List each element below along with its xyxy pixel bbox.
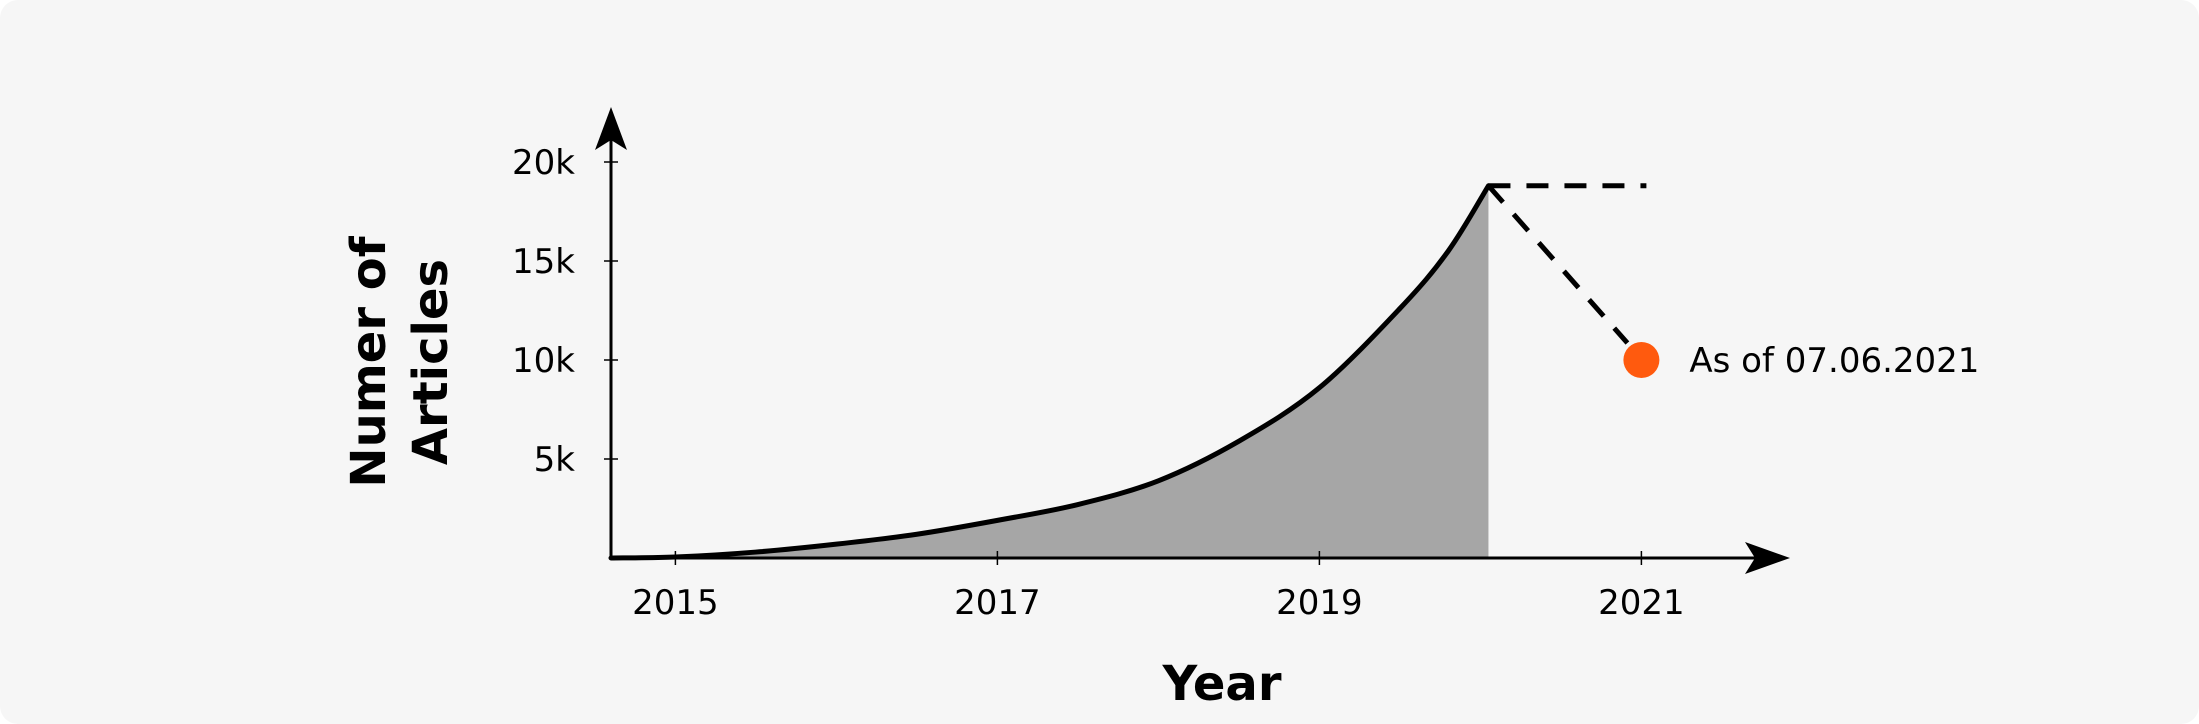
y-tick-label-10k: 10k — [512, 341, 575, 381]
x-axis-arrow — [1745, 542, 1790, 574]
x-tick-label-2015: 2015 — [632, 583, 719, 623]
y-axis-title-line-1: Numer of — [341, 235, 397, 487]
x-tick-label-2017: 2017 — [954, 583, 1041, 623]
y-axis-title-line-2: Articles — [403, 259, 459, 465]
y-tick-label-20k: 20k — [512, 143, 575, 183]
current-value-label: As of 07.06.2021 — [1689, 341, 1979, 381]
decline-dashed-line — [1486, 184, 1630, 345]
y-tick-label-5k: 5k — [534, 440, 576, 480]
current-value-point — [1623, 342, 1660, 378]
series-0-line — [608, 183, 1491, 561]
axis-layer — [595, 107, 1790, 574]
x-tick-label-2021: 2021 — [1598, 583, 1685, 623]
area-layer — [608, 183, 1491, 561]
series-0-area — [611, 185, 1489, 558]
y-axis-title-group: Numer of Articles — [341, 235, 459, 487]
y-tick-label-15k: 15k — [512, 242, 575, 282]
x-tick-label-2019: 2019 — [1276, 583, 1363, 623]
y-axis-arrow — [595, 107, 627, 150]
x-axis-title: Year — [1162, 656, 1282, 712]
projection-layer: As of 07.06.2021 — [1486, 183, 1979, 381]
tick-layer: 2015 2017 2019 2021 5k 10k 15k 20k — [512, 143, 1685, 623]
